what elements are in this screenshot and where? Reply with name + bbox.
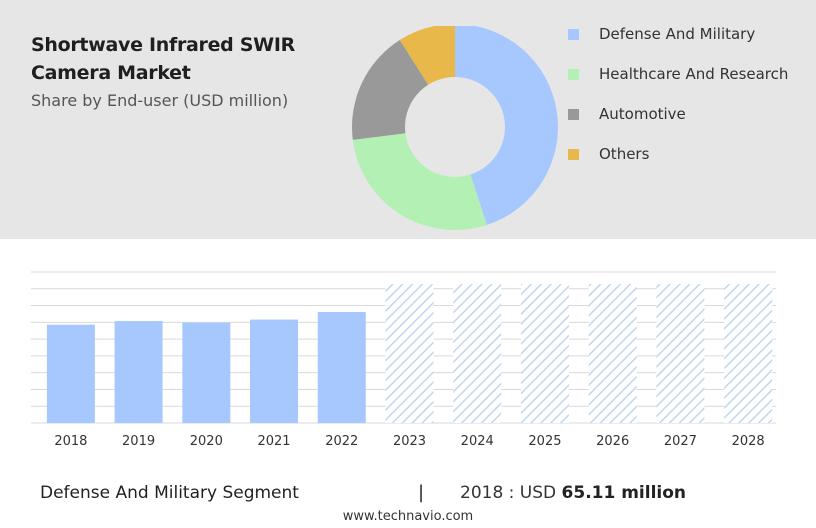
- forecast-bar-2027: [656, 284, 705, 423]
- legend-swatch-defense: [568, 28, 579, 40]
- legend-swatch-automotive: [568, 108, 579, 120]
- legend-label-automotive: Automotive: [599, 105, 686, 123]
- bar-2019: [114, 321, 163, 423]
- forecast-bar-2024: [453, 284, 502, 423]
- x-tick-label: 2018: [54, 434, 87, 449]
- x-tick-label: 2021: [257, 434, 290, 449]
- footer-value: 2018 : USD 65.11 million: [460, 483, 686, 503]
- x-tick-label: 2020: [190, 434, 223, 449]
- footer-year-prefix: 2018 : USD: [460, 483, 557, 503]
- footer-divider: |: [418, 482, 425, 503]
- donut-slice-healthcare: [352, 133, 487, 230]
- bar-2020: [182, 322, 231, 423]
- forecast-bar-2023: [385, 284, 434, 423]
- donut-chart: [352, 26, 558, 230]
- legend-label-others: Others: [599, 145, 650, 163]
- legend-item-healthcare: Healthcare And Research: [568, 62, 788, 86]
- legend-item-defense: Defense And Military: [568, 22, 755, 46]
- x-tick-label: 2024: [461, 434, 494, 449]
- donut-slice-others: [399, 26, 455, 85]
- x-tick-label: 2023: [393, 434, 426, 449]
- legend-item-others: Others: [568, 142, 649, 166]
- legend-label-healthcare: Healthcare And Research: [599, 65, 789, 83]
- legend-swatch-healthcare: [568, 68, 579, 80]
- chart-title: Shortwave Infrared SWIR Camera Market: [31, 34, 295, 84]
- x-tick-label: 2019: [122, 434, 155, 449]
- legend-label-defense: Defense And Military: [599, 25, 756, 43]
- source-url[interactable]: www.technavio.com: [342, 509, 474, 524]
- forecast-bar-2028: [724, 284, 773, 423]
- x-tick-label: 2025: [528, 434, 561, 449]
- legend-item-automotive: Automotive: [568, 102, 686, 126]
- x-tick-label: 2026: [596, 434, 629, 449]
- footer-amount: 65.11 million: [561, 483, 687, 503]
- forecast-bar-2026: [588, 284, 637, 423]
- x-tick-label: 2028: [732, 434, 765, 449]
- x-tick-label: 2027: [664, 434, 697, 449]
- donut-slice-defense: [455, 26, 558, 225]
- footer-segment: Defense And Military Segment: [40, 483, 299, 503]
- x-tick-label: 2022: [325, 434, 358, 449]
- donut-slice-automotive: [352, 40, 429, 140]
- bar-2018: [46, 324, 95, 423]
- bar-2021: [250, 319, 299, 423]
- bar-chart: 2018 2019 2020 2021 2022 2023 2024 2025 2026 2027…: [31, 271, 776, 449]
- bar-2022: [317, 312, 366, 423]
- chart-subtitle: Share by End-user (USD million): [31, 91, 289, 110]
- forecast-bar-2025: [520, 284, 569, 423]
- legend-swatch-others: [568, 148, 579, 160]
